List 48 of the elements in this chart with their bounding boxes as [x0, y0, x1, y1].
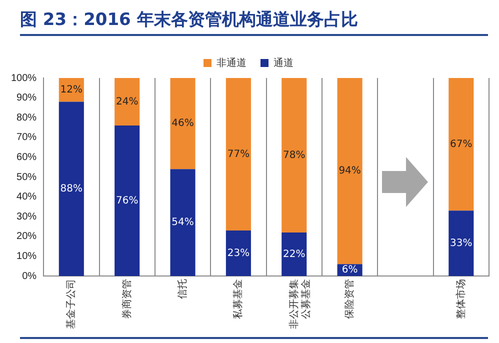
data-label: 67% [450, 138, 472, 150]
y-tick-label: 20% [16, 231, 37, 242]
y-tick-label: 10% [16, 250, 37, 262]
bar [282, 78, 307, 232]
x-tick-label: 保险资管 [344, 279, 356, 319]
bar [448, 210, 474, 276]
y-tick-label: 40% [16, 192, 37, 203]
x-tick-label: 整体市场 [454, 279, 467, 319]
x-tick-label: 私募基金 [232, 279, 244, 319]
data-label: 54% [172, 217, 194, 228]
y-tick-label: 0% [22, 270, 37, 282]
y-tick-label: 100% [11, 72, 37, 84]
data-label: 24% [116, 96, 138, 108]
category-label: 公募基金 [300, 279, 312, 319]
bar [226, 230, 251, 276]
data-label: 33% [450, 238, 472, 249]
y-tick-label: 90% [16, 92, 37, 104]
bar [170, 78, 196, 170]
legend-label: 非通道 [216, 56, 246, 69]
bar [114, 126, 140, 276]
bar [114, 78, 140, 126]
data-label: 78% [283, 150, 306, 161]
y-tick-label: 50% [16, 172, 37, 183]
data-label: 77% [227, 148, 250, 160]
legend-label: 通道 [274, 56, 294, 69]
bar [337, 78, 362, 264]
x-tick-label: 券商资管 [120, 279, 133, 319]
category-label: 非公开募集 [288, 279, 300, 329]
data-label: 76% [116, 195, 138, 206]
data-label: 6% [342, 264, 358, 276]
y-tick-label: 30% [16, 211, 37, 222]
y-tick-label: 70% [16, 132, 37, 144]
bar [282, 232, 307, 276]
chart-title: 图 23：2016 年末各资管机构通道业务占比 [20, 9, 358, 31]
x-tick-label: 信托 [176, 279, 189, 299]
data-label: 46% [172, 118, 194, 130]
y-tick-label: 80% [16, 112, 37, 124]
data-label: 88% [60, 183, 83, 194]
bar [58, 102, 84, 276]
bar [226, 78, 251, 230]
data-label: 23% [227, 248, 250, 259]
bar [448, 78, 474, 211]
y-tick-label: 60% [16, 152, 37, 163]
data-label: 94% [338, 166, 361, 177]
bar [170, 169, 196, 276]
data-label: 22% [283, 248, 306, 260]
data-label: 12% [60, 84, 83, 96]
x-tick-label: 基金子公司 [65, 279, 78, 329]
